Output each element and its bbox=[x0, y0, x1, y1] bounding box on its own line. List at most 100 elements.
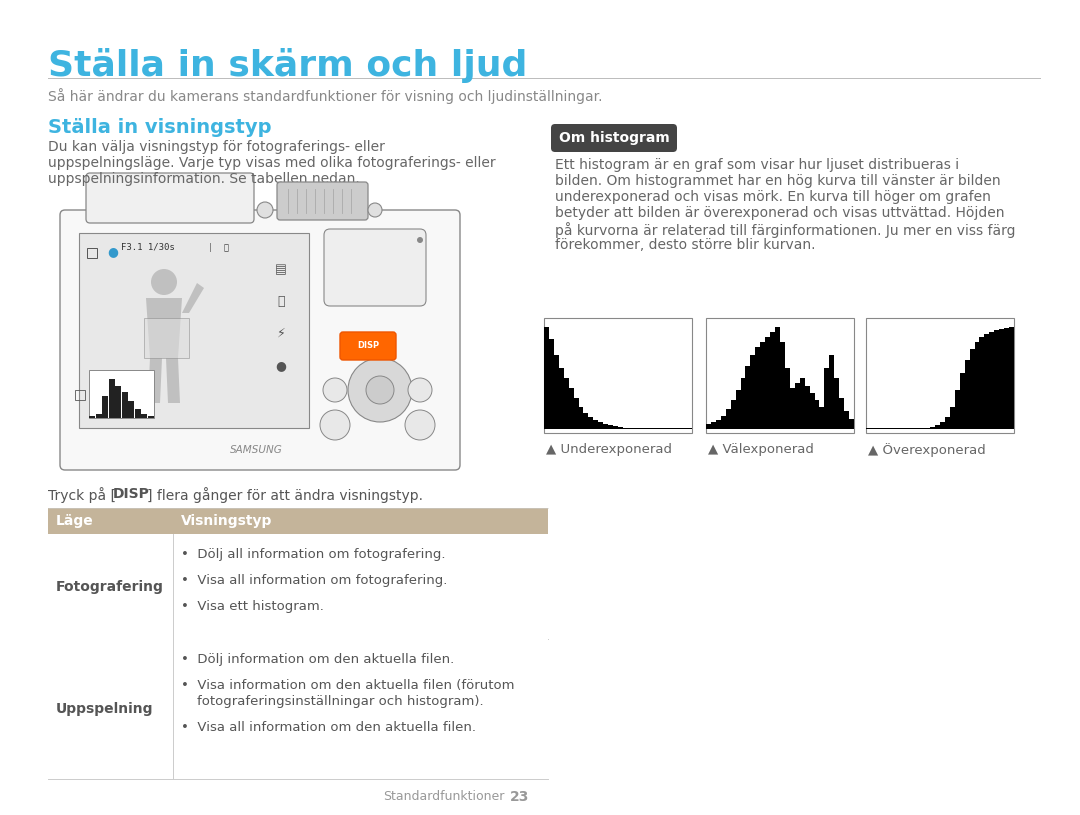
Circle shape bbox=[368, 203, 382, 217]
Bar bbox=[789, 388, 795, 429]
Text: Läge: Läge bbox=[56, 514, 94, 528]
Polygon shape bbox=[183, 283, 204, 313]
Bar bbox=[637, 428, 643, 429]
Circle shape bbox=[320, 410, 350, 440]
Bar bbox=[569, 388, 573, 429]
Bar bbox=[970, 350, 974, 429]
Bar bbox=[964, 359, 970, 429]
Bar bbox=[940, 422, 945, 429]
Bar bbox=[711, 422, 716, 429]
Bar bbox=[677, 428, 683, 429]
Text: ▲ Underexponerad: ▲ Underexponerad bbox=[546, 443, 672, 456]
Circle shape bbox=[348, 358, 411, 422]
Text: •  Dölj all information om fotografering.: • Dölj all information om fotografering. bbox=[181, 548, 446, 561]
Bar bbox=[554, 355, 558, 429]
Text: Så här ändrar du kamerans standardfunktioner för visning och ljudinställningar.: Så här ändrar du kamerans standardfunkti… bbox=[48, 88, 603, 104]
FancyBboxPatch shape bbox=[340, 332, 396, 360]
Text: bilden. Om histogrammet har en hög kurva till vänster är bilden: bilden. Om histogrammet har en hög kurva… bbox=[555, 174, 1001, 188]
Circle shape bbox=[405, 410, 435, 440]
Bar bbox=[579, 407, 583, 429]
Bar bbox=[839, 399, 845, 429]
Text: ●: ● bbox=[107, 245, 118, 258]
Text: Om histogram: Om histogram bbox=[558, 131, 670, 145]
Bar bbox=[995, 330, 999, 429]
Text: |: | bbox=[210, 243, 212, 252]
Bar bbox=[48, 508, 548, 534]
Bar bbox=[544, 327, 549, 429]
Bar bbox=[824, 368, 829, 429]
Bar bbox=[593, 420, 598, 429]
Bar bbox=[706, 424, 711, 429]
Bar bbox=[755, 347, 760, 429]
Bar bbox=[618, 427, 623, 429]
Bar bbox=[129, 401, 134, 418]
Bar bbox=[766, 337, 770, 429]
Bar bbox=[886, 428, 891, 429]
Bar bbox=[845, 411, 849, 429]
Bar bbox=[760, 342, 766, 429]
Text: ⚡: ⚡ bbox=[276, 327, 285, 340]
Text: Fotografering: Fotografering bbox=[56, 579, 164, 593]
Text: ⬛: ⬛ bbox=[278, 295, 285, 308]
Bar bbox=[849, 419, 854, 429]
Text: •  Visa information om den aktuella filen (förutom: • Visa information om den aktuella filen… bbox=[181, 679, 514, 692]
Text: ▤: ▤ bbox=[275, 263, 287, 276]
Bar bbox=[905, 428, 910, 429]
Text: Visningstyp: Visningstyp bbox=[181, 514, 272, 528]
Bar bbox=[980, 337, 984, 429]
Text: Standardfunktioner: Standardfunktioner bbox=[383, 790, 505, 803]
Bar bbox=[955, 390, 960, 429]
Circle shape bbox=[366, 376, 394, 404]
Text: F3.1 1/30s: F3.1 1/30s bbox=[121, 243, 175, 252]
Text: betyder att bilden är överexponerad och visas uttvättad. Höjden: betyder att bilden är överexponerad och … bbox=[555, 206, 1004, 220]
Text: uppspelningsinformation. Se tabellen nedan.: uppspelningsinformation. Se tabellen ned… bbox=[48, 172, 360, 186]
Text: Ställa in visningstyp: Ställa in visningstyp bbox=[48, 118, 271, 137]
Bar bbox=[870, 428, 876, 429]
Bar bbox=[623, 428, 627, 429]
Bar bbox=[960, 372, 964, 429]
Bar bbox=[735, 390, 741, 429]
Bar bbox=[48, 639, 548, 779]
Polygon shape bbox=[146, 298, 183, 358]
Bar bbox=[667, 428, 672, 429]
Text: Ett histogram är en graf som visar hur ljuset distribueras i: Ett histogram är en graf som visar hur l… bbox=[555, 158, 959, 172]
Polygon shape bbox=[166, 358, 180, 403]
Bar bbox=[75, 390, 85, 400]
Bar bbox=[795, 383, 799, 429]
Bar bbox=[573, 399, 579, 429]
Bar bbox=[726, 408, 731, 429]
Bar bbox=[549, 339, 554, 429]
Bar bbox=[999, 329, 1004, 429]
Bar bbox=[48, 534, 548, 639]
Bar bbox=[984, 334, 989, 429]
Text: uppspelningsläge. Varje typ visas med olika fotograferings- eller: uppspelningsläge. Varje typ visas med ol… bbox=[48, 156, 496, 170]
Bar bbox=[114, 385, 121, 418]
Bar bbox=[770, 332, 775, 429]
Text: •  Visa ett histogram.: • Visa ett histogram. bbox=[181, 600, 324, 613]
Bar bbox=[89, 370, 154, 418]
Text: ] flera gånger för att ändra visningstyp.: ] flera gånger för att ändra visningstyp… bbox=[147, 487, 423, 503]
Text: DISP: DISP bbox=[356, 341, 379, 350]
Bar bbox=[741, 378, 745, 429]
Bar bbox=[89, 416, 95, 418]
Bar bbox=[745, 366, 751, 429]
Text: Tryck på [: Tryck på [ bbox=[48, 487, 116, 503]
Bar bbox=[820, 407, 824, 429]
Bar bbox=[87, 248, 97, 258]
Bar bbox=[810, 394, 814, 429]
Bar bbox=[720, 416, 726, 429]
FancyBboxPatch shape bbox=[276, 182, 368, 220]
FancyBboxPatch shape bbox=[60, 210, 460, 470]
Bar bbox=[950, 407, 955, 429]
Bar bbox=[144, 318, 189, 358]
Bar bbox=[926, 428, 930, 429]
Text: 23: 23 bbox=[510, 790, 529, 804]
Bar bbox=[589, 416, 593, 429]
Bar bbox=[643, 428, 648, 429]
Bar bbox=[148, 416, 153, 418]
Bar bbox=[785, 368, 789, 429]
Bar bbox=[613, 426, 618, 429]
Circle shape bbox=[151, 269, 177, 295]
Bar bbox=[935, 425, 940, 429]
Text: på kurvorna är relaterad till färginformationen. Ju mer en viss färg: på kurvorna är relaterad till färginform… bbox=[555, 222, 1015, 238]
